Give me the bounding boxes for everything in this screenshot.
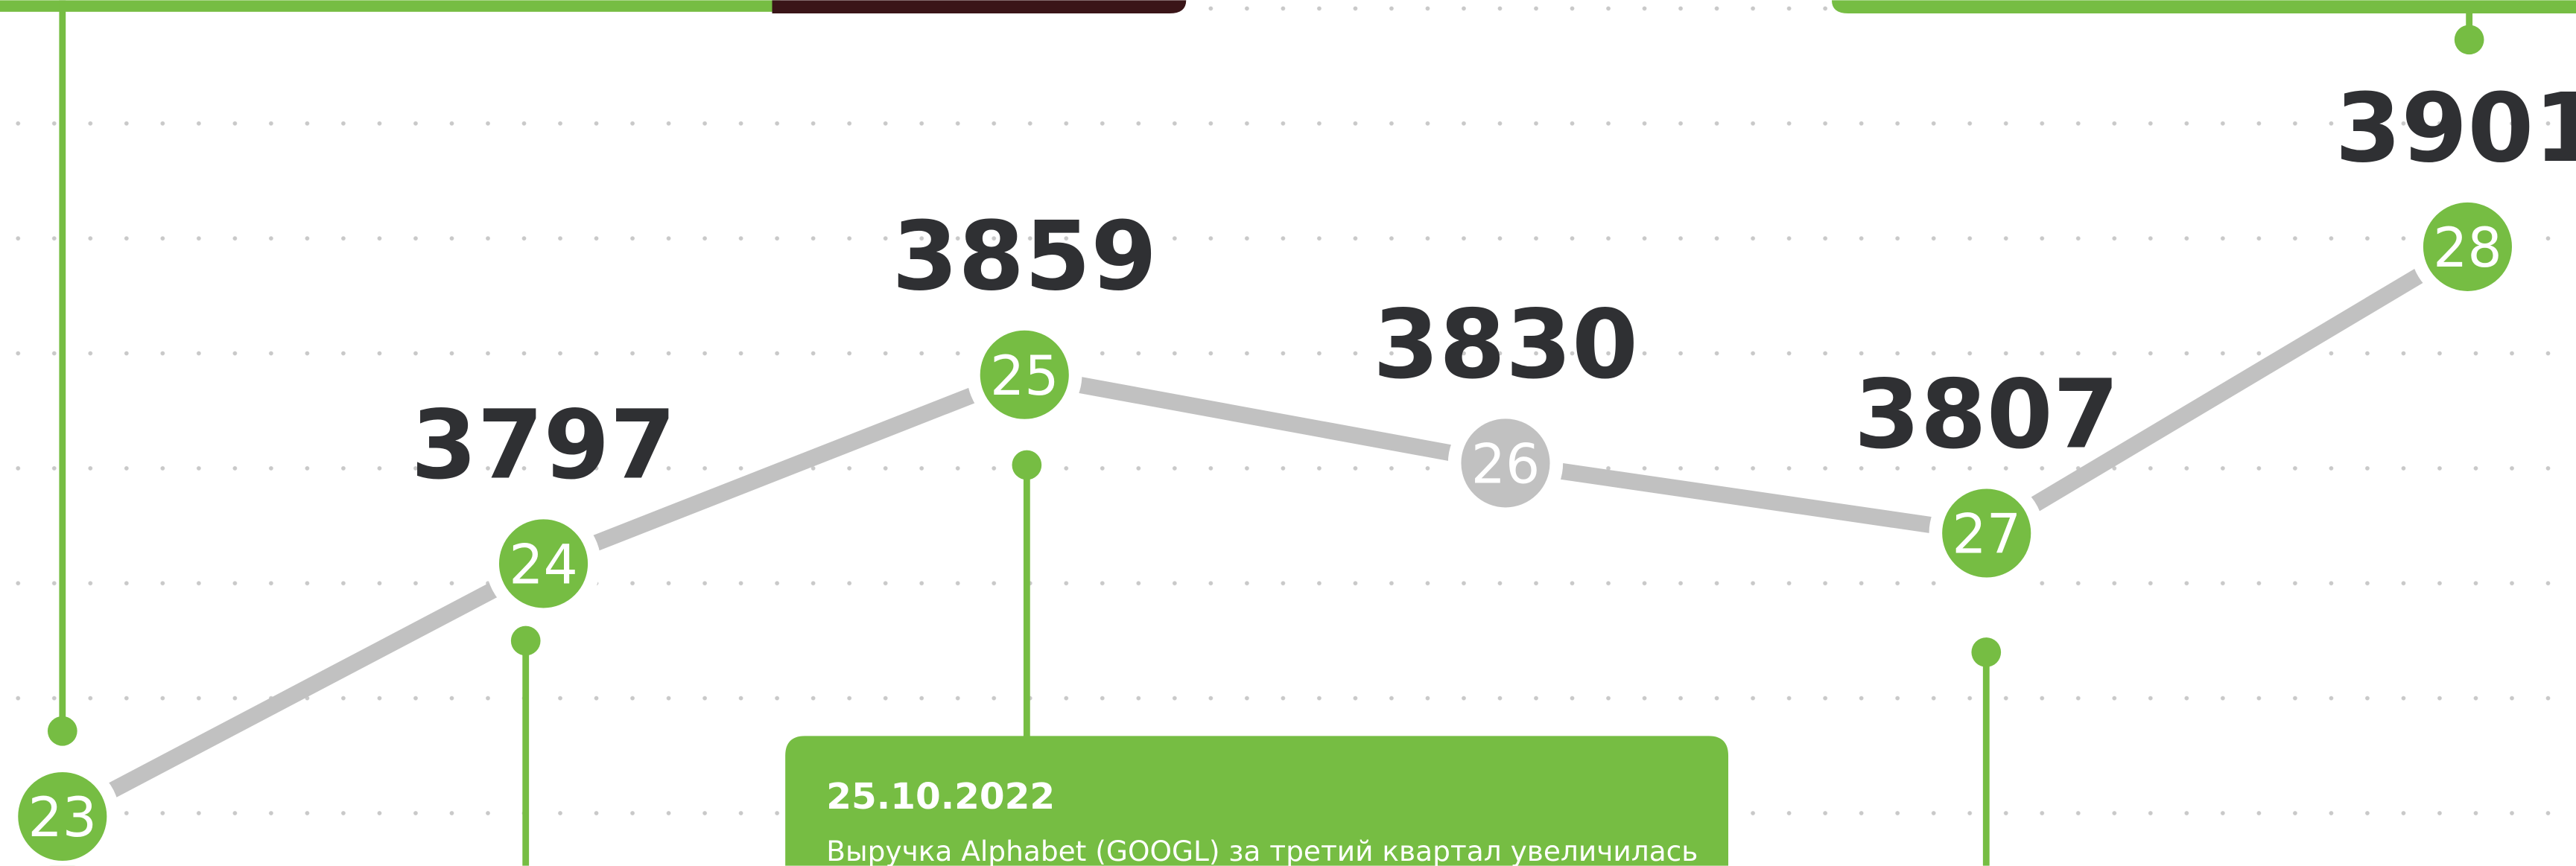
value-label: 3901	[2335, 73, 2576, 184]
callout-date: 25.10.2022	[826, 776, 1055, 818]
dotted-grid	[0, 0, 2576, 865]
page: {"chart_data": { "type": "line", "catego…	[0, 0, 2576, 866]
day-label: 27	[1952, 503, 2021, 567]
top-bar	[0, 0, 781, 11]
day-label: 25	[990, 345, 1059, 408]
connector-dot	[48, 716, 77, 746]
value-label: 3807	[1854, 360, 2119, 471]
callout-text: Выручка Alphabet (GOOGL) за третий кварт…	[826, 835, 1698, 866]
value-label: 3859	[892, 201, 1157, 312]
value-label: 3797	[411, 390, 676, 501]
connector-dot	[511, 626, 541, 656]
photo-fragment	[773, 0, 1187, 13]
value-label: 3830	[1373, 290, 1638, 401]
day-label: 24	[509, 534, 578, 597]
connector-dot	[1012, 450, 1042, 480]
day-label: 26	[1471, 433, 1541, 497]
connector-dot	[2455, 25, 2484, 54]
chart: 25.10.2022 Выручка Alphabet (GOOGL) за т…	[0, 0, 2576, 866]
top-card	[1832, 0, 2576, 13]
connector-dot	[1971, 637, 2001, 667]
day-label: 23	[28, 786, 98, 850]
day-label: 28	[2433, 217, 2502, 280]
